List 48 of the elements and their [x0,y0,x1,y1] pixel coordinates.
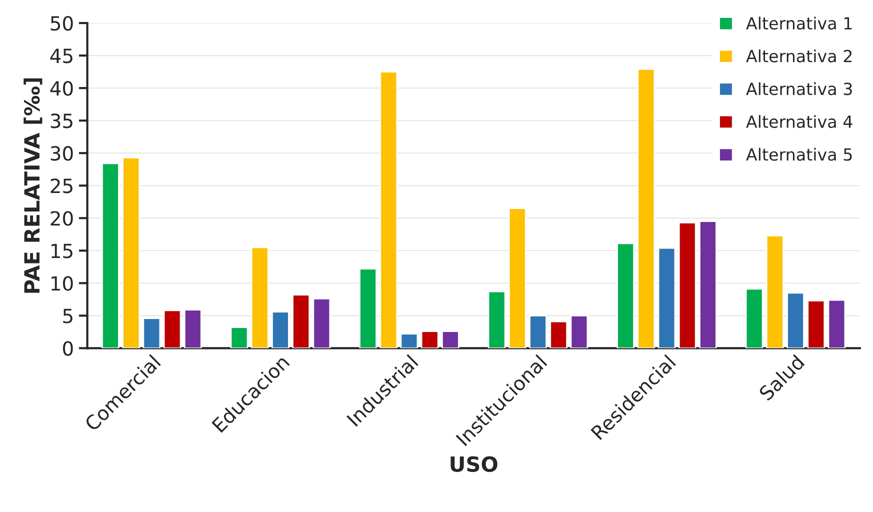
legend-label: Alternativa 5 [746,148,852,161]
bar [745,288,764,348]
y-tick-label: 15 [52,244,72,258]
y-tick-label: 10 [52,276,73,291]
y-tick-label: 25 [50,178,72,194]
bar [529,314,547,348]
x-axis-title: USO [450,456,498,472]
bar [230,326,248,348]
legend-label: Alternativa 2 [746,50,852,62]
y-axis-title: PAE RELATIVA [‰] [24,78,42,293]
y-tick-label: 20 [50,211,73,226]
bar [250,246,269,348]
bar [766,234,784,348]
y-tick-label: 45 [50,48,72,64]
y-tick-label: 40 [50,81,73,96]
bar [102,162,120,348]
bar [658,247,676,348]
bar [616,242,634,348]
bar [142,318,161,348]
y-tick-label: 50 [50,16,73,31]
bar [488,290,506,348]
bar [312,298,331,348]
bar [359,268,377,348]
bar [122,156,140,348]
y-tick-label: 30 [50,146,73,161]
bar [508,208,526,348]
bar [441,330,460,348]
bar [828,299,846,348]
bar [637,68,656,348]
bar [163,310,182,348]
y-tick-label: 5 [63,308,72,324]
legend-label: Alternativa 4 [746,115,852,128]
bar [420,330,439,348]
y-tick-label: 35 [50,114,72,128]
bar [699,220,717,348]
bar [292,294,310,348]
bar [184,309,202,348]
legend-label: Alternativa 3 [746,82,852,96]
bar [550,320,568,348]
bar [570,314,588,348]
bar [678,222,696,348]
legend-label: Alternativa 1 [746,16,852,30]
bar [400,333,418,348]
bar [807,300,826,348]
bar [786,292,804,348]
y-tick-label: 0 [63,341,73,356]
bar [272,311,290,348]
bar [380,71,398,348]
